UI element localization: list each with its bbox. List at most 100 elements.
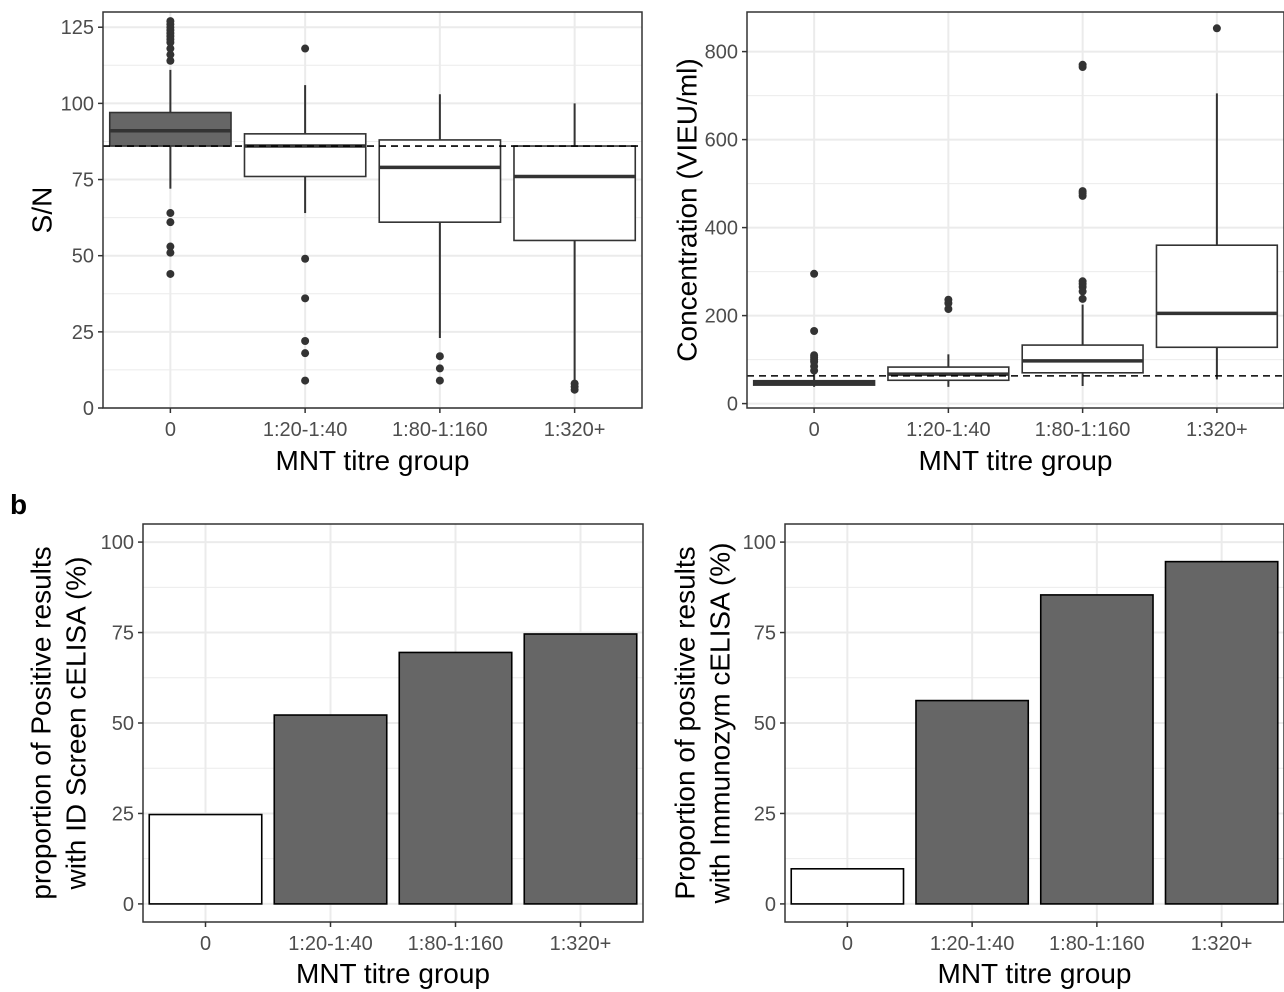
outlier-point [301, 254, 310, 263]
x-tick-label: 1:320+ [544, 419, 606, 441]
outlier-point [1078, 187, 1087, 196]
box-0 [108, 17, 232, 278]
x-tick-label: 1:80-1:160 [408, 933, 504, 955]
box-1 [887, 295, 1010, 387]
outlier-point [570, 379, 579, 388]
y-tick-label: 200 [705, 306, 738, 328]
y-axis-title-line-1: proportion of Positive results [25, 546, 56, 899]
x-tick-label: 0 [200, 933, 211, 955]
outlier-point [435, 352, 444, 361]
x-axis-title: MNT titre group [938, 958, 1132, 989]
y-tick-label: 0 [123, 894, 134, 916]
box-2 [378, 94, 502, 385]
y-axis-title-line-2: with Immunozym cELISA (%) [704, 543, 735, 905]
x-tick-label: 1:20-1:40 [906, 419, 991, 441]
y-tick-label: 0 [727, 394, 738, 416]
bar-2 [1039, 594, 1154, 905]
y-tick-label: 400 [705, 218, 738, 240]
y-tick-label: 25 [754, 803, 776, 825]
box-3 [1155, 24, 1279, 380]
bar-0 [790, 868, 905, 905]
y-tick-label: 0 [83, 398, 94, 420]
box-iqr [378, 139, 502, 223]
y-tick-label: 25 [72, 322, 94, 344]
y-tick-label: 75 [72, 170, 94, 192]
outlier-point [301, 376, 310, 385]
outlier-point [166, 17, 175, 26]
bar-1 [915, 699, 1030, 905]
outlier-point [1078, 294, 1087, 303]
x-tick-label: 0 [809, 419, 820, 441]
y-tick-label: 50 [112, 713, 134, 735]
outlier-point [166, 209, 175, 218]
x-tick-label: 1:20-1:40 [263, 419, 348, 441]
outlier-point [166, 269, 175, 278]
panel-border [102, 11, 643, 409]
outlier-point [166, 44, 175, 53]
outlier-point [810, 351, 819, 360]
y-tick-label: 100 [743, 532, 776, 554]
outlier-point [301, 44, 310, 53]
bar-0 [148, 813, 263, 905]
outlier-point [301, 336, 310, 345]
outlier-point [166, 50, 175, 59]
bar-3 [523, 633, 638, 905]
outlier-point [166, 242, 175, 251]
y-tick-label: 0 [765, 894, 776, 916]
x-axis-title: MNT titre group [919, 445, 1113, 476]
outlier-point [1078, 277, 1087, 286]
plot-panel [747, 12, 1284, 408]
outlier-point [810, 327, 819, 335]
outlier-point [1212, 24, 1221, 33]
outlier-point [166, 248, 175, 257]
bar-1 [273, 714, 388, 905]
x-tick-label: 1:20-1:40 [288, 933, 373, 955]
box-iqr [513, 145, 637, 242]
y-axis-title: Concentration (VIEU/ml) [671, 58, 702, 361]
outlier-point [1078, 60, 1087, 69]
y-tick-label: 50 [72, 246, 94, 268]
x-tick-label: 1:320+ [1186, 419, 1248, 441]
x-tick-label: 1:320+ [550, 933, 612, 955]
outlier-point [301, 349, 310, 358]
y-tick-label: 25 [112, 803, 134, 825]
y-axis-title: S/N [26, 187, 57, 234]
y-tick-label: 100 [101, 532, 134, 554]
y-tick-label: 125 [61, 17, 94, 39]
x-tick-label: 1:320+ [1191, 933, 1253, 955]
y-tick-label: 75 [754, 623, 776, 645]
y-tick-label: 800 [705, 42, 738, 64]
x-tick-label: 1:80-1:160 [1035, 419, 1131, 441]
box-iqr [243, 133, 367, 178]
panel-border [746, 11, 1284, 409]
y-tick-label: 75 [112, 623, 134, 645]
x-tick-label: 1:80-1:160 [392, 419, 488, 441]
x-tick-label: 1:20-1:40 [930, 933, 1015, 955]
y-tick-label: 600 [705, 130, 738, 152]
box-iqr [1021, 344, 1144, 374]
x-axis-title: MNT titre group [276, 445, 470, 476]
y-axis-title-line-2: with ID Screen cELISA (%) [60, 556, 91, 890]
x-tick-label: 1:80-1:160 [1049, 933, 1145, 955]
bar-3 [1164, 560, 1279, 905]
outlier-point [166, 56, 175, 65]
x-axis-title: MNT titre group [296, 958, 490, 989]
box-0 [752, 269, 876, 387]
y-tick-label: 50 [754, 713, 776, 735]
conc-box-chart: 0 200 400 600 800 0 1:20-1:40 1:80-1:160 1:320+ M… [671, 11, 1284, 476]
panel-b-letter: b [10, 489, 27, 520]
outlier-point [944, 295, 953, 304]
outlier-point [166, 218, 175, 227]
immunozym-bar-chart: 0 25 50 75 100 0 1:20-1:40 1:80-1:160 1:320+ MNT … [669, 523, 1284, 989]
sn-box-chart: 0 25 50 75 100 125 0 1:20-1:40 1:80-1:160 1:320+ M… [26, 11, 643, 476]
x-tick-label: 0 [842, 933, 853, 955]
y-tick-label: 100 [61, 93, 94, 115]
outlier-point [944, 305, 953, 313]
bar-2 [398, 651, 513, 905]
box-iqr [1155, 244, 1279, 349]
outlier-point [810, 269, 819, 278]
x-tick-label: 0 [165, 419, 176, 441]
y-axis-title-line-1: Proportion of positive results [669, 546, 700, 899]
outlier-point [435, 364, 444, 373]
